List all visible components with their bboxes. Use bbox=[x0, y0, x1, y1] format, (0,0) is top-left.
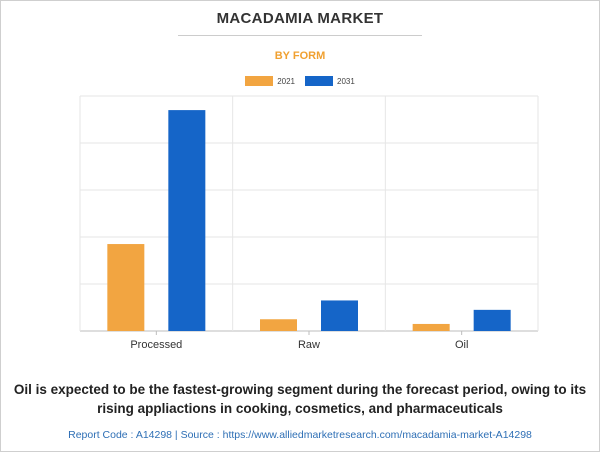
bar-2021-oil bbox=[412, 323, 450, 331]
x-tick-label: Oil bbox=[455, 339, 468, 351]
legend-label-2021: 2021 bbox=[277, 76, 295, 86]
title-divider bbox=[178, 35, 422, 36]
x-tick-label: Processed bbox=[130, 339, 182, 351]
legend-swatch-2031 bbox=[305, 76, 333, 86]
chart-subtitle: BY FORM bbox=[274, 50, 326, 62]
x-tick-label: Raw bbox=[298, 339, 320, 351]
bar-chart: Processed Raw Oil bbox=[79, 95, 539, 351]
chart-caption: Oil is expected to be the fastest-growin… bbox=[13, 382, 587, 416]
bar-2031-processed bbox=[168, 110, 206, 331]
source-footer: Report Code : A14298 | Source : https://… bbox=[68, 429, 532, 441]
bar-2021-raw bbox=[260, 319, 297, 331]
legend-swatch-2021 bbox=[245, 76, 274, 86]
legend-label-2031: 2031 bbox=[337, 76, 355, 86]
legend: 2021 2031 bbox=[0, 76, 600, 86]
bar-2021-processed bbox=[107, 244, 145, 331]
chart-title: MACADAMIA MARKET bbox=[216, 10, 384, 27]
legend-item-2031: 2031 bbox=[305, 76, 355, 86]
bar-2031-oil bbox=[473, 309, 511, 331]
bar-2031-raw bbox=[321, 300, 358, 331]
legend-item-2021: 2021 bbox=[245, 76, 295, 86]
